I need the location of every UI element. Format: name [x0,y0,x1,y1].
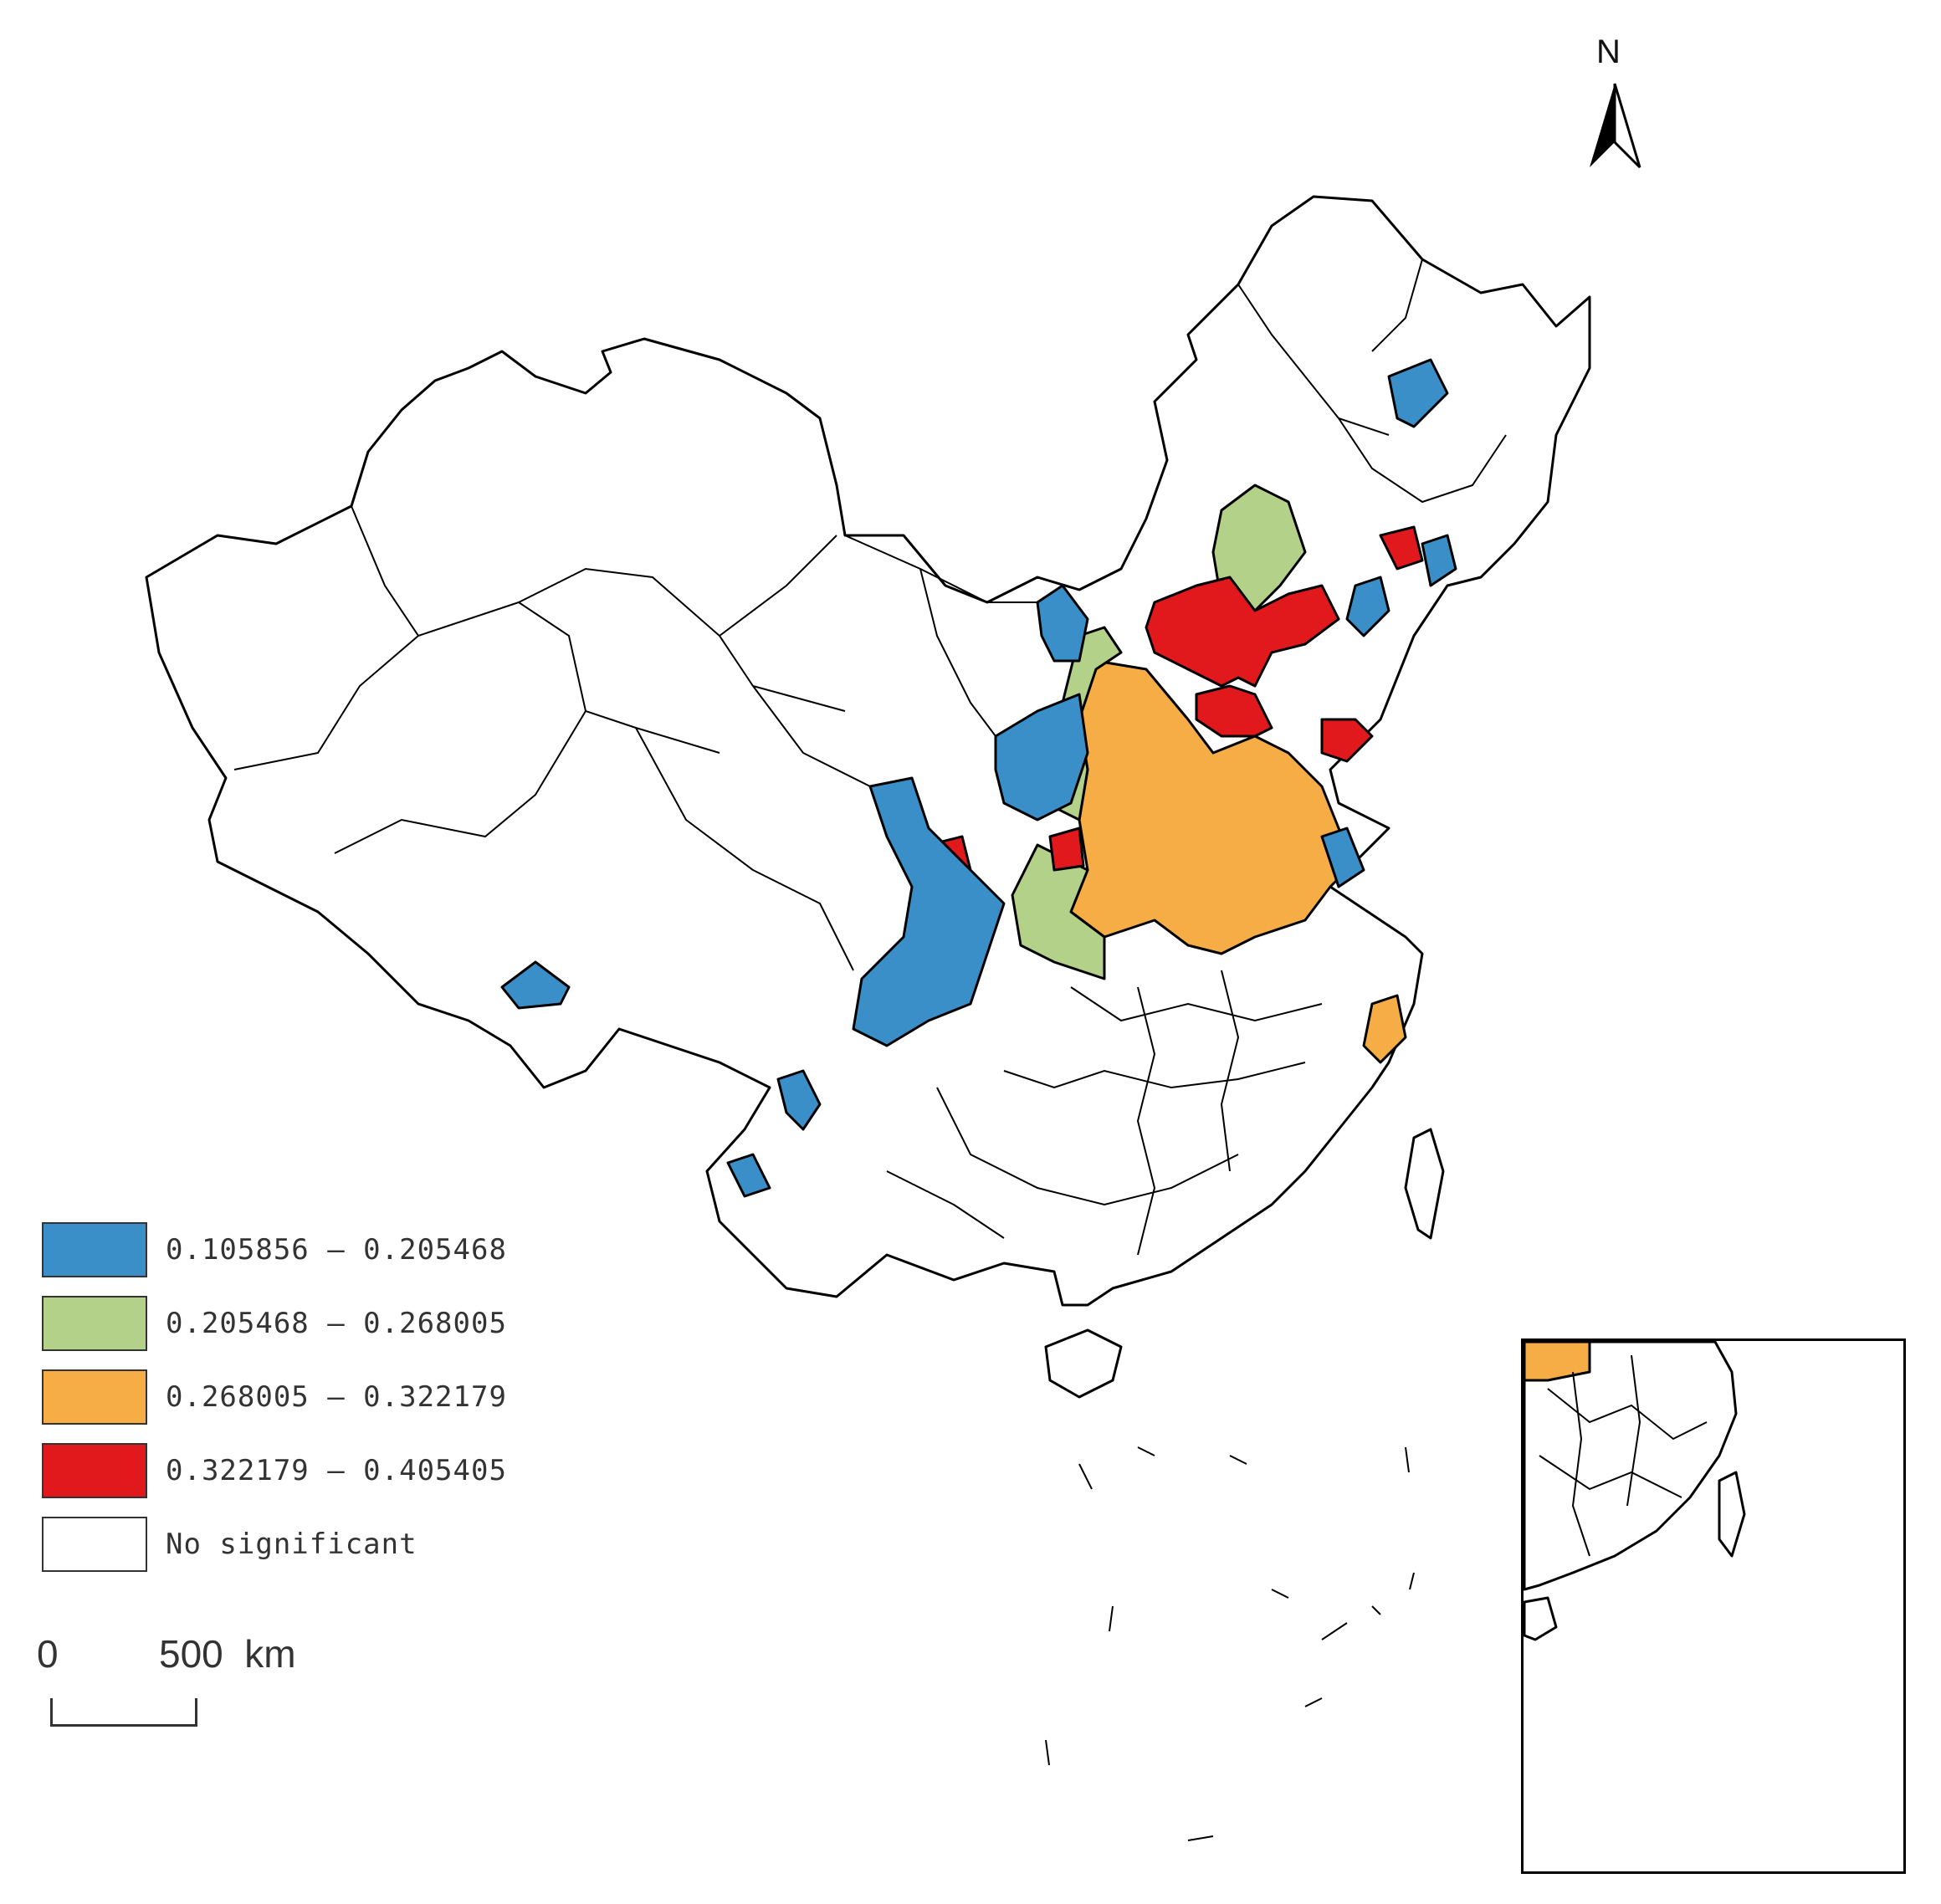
region-green-north [1211,484,1307,612]
region-red-north [1145,576,1340,688]
region-orange-zhejiang [1362,994,1407,1064]
inset-map [1523,1340,1746,1641]
legend-swatch-green [42,1296,147,1351]
region-red-shaanxi [1048,827,1085,872]
legend-swatch-white [42,1517,147,1572]
region-red-liaoning [1379,525,1424,571]
legend-item: 0.322179 — 0.405405 [42,1434,507,1507]
scale-bar-labels: 0 500 km [37,1631,296,1676]
legend-item: 0.105856 — 0.205468 [42,1213,507,1287]
region-blue-shanxi [994,693,1089,821]
legend: 0.105856 — 0.205468 0.205468 — 0.268005 … [42,1213,507,1581]
boundary-lines [233,258,1507,1256]
legend-item: 0.268005 — 0.322179 [42,1360,507,1434]
scale-bar [50,1698,197,1727]
legend-item: No significant [42,1507,507,1581]
legend-swatch-blue [42,1222,147,1277]
region-red-central [1195,684,1273,738]
legend-label: 0.105856 — 0.205468 [166,1233,507,1267]
region-blue-west-central [852,776,1006,1047]
legend-item: 0.205468 — 0.268005 [42,1287,507,1360]
hainan-island [1044,1328,1123,1399]
scale-distance-label: 500 km [159,1632,296,1676]
region-red-shandong [1320,718,1374,763]
inset-frame [1521,1338,1906,1874]
country-outline [145,195,1591,1307]
region-blue-yunnan-1 [776,1069,822,1131]
legend-label: 0.268005 — 0.322179 [166,1380,507,1414]
legend-label: 0.322179 — 0.405405 [166,1454,507,1487]
region-blue-jiangsu [1320,827,1365,888]
legend-swatch-orange [42,1369,147,1425]
region-blue-yunnan-2 [726,1153,771,1198]
taiwan-island [1404,1128,1445,1240]
legend-label: 0.205468 — 0.268005 [166,1307,507,1340]
legend-swatch-red [42,1443,147,1498]
region-green-core [1011,843,1106,980]
region-blue-tibet [500,960,571,1010]
region-orange-core [1069,659,1357,955]
region-blue-inner-mongolia [1036,584,1089,663]
legend-label: No significant [166,1528,417,1561]
region-blue-heilongjiang [1387,358,1449,428]
north-arrow-icon [1590,83,1641,169]
north-label: N [1596,33,1621,70]
south-china-sea-islands [1045,1446,1415,1841]
region-blue-liaoning [1345,576,1390,637]
scale-zero-label: 0 [37,1632,59,1676]
region-blue-jilin [1421,534,1457,587]
